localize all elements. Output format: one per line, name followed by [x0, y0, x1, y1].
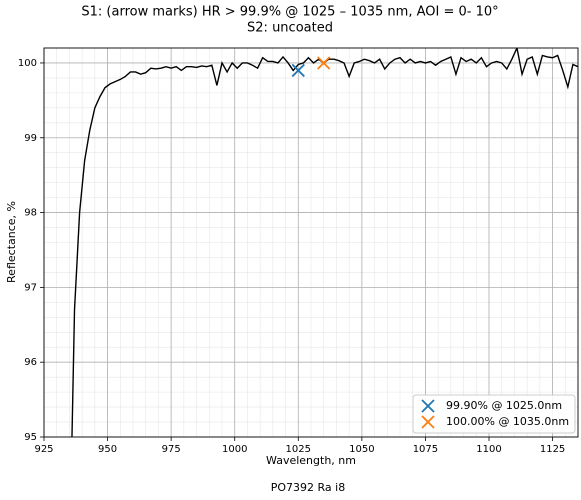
legend-marker: [421, 415, 435, 429]
legend-label: 100.00% @ 1035.0nm: [446, 415, 569, 428]
x-tick-label: 1050: [349, 444, 374, 455]
legend: 99.90% @ 1025.0nm 100.00% @ 1035.0nm: [412, 394, 576, 434]
x-tick-label: 1075: [413, 444, 438, 455]
y-tick-label: 100: [18, 58, 37, 69]
x-marker: [291, 63, 305, 78]
chart-title: S1: (arrow marks) HR > 99.9% @ 1025 – 10…: [81, 5, 498, 20]
y-tick-label: 96: [24, 357, 37, 368]
legend-label: 99.90% @ 1025.0nm: [446, 399, 562, 412]
y-axis-label: Reflectance, %: [5, 201, 18, 283]
plot-area: [71, 48, 578, 437]
x-tick-label: 1025: [286, 444, 311, 455]
x-tick-label: 975: [162, 444, 181, 455]
legend-box: [412, 394, 576, 434]
y-tick-label: 99: [24, 133, 37, 144]
plot-frame: [43, 47, 579, 438]
x-marker: [317, 56, 331, 70]
footer-note: PO7392 Ra i8: [271, 481, 345, 494]
y-tick-label: 95: [24, 432, 37, 443]
x-tick-label: 1100: [476, 444, 501, 455]
x-tick-label: 925: [34, 444, 53, 455]
x-tick-label: 1000: [222, 444, 247, 455]
y-tick-label: 97: [24, 282, 37, 293]
chart-subtitle: S2: uncoated: [247, 21, 333, 36]
legend-marker: [421, 399, 435, 413]
x-tick-label: 1125: [540, 444, 565, 455]
y-tick-label: 98: [24, 208, 37, 219]
x-axis-label: Wavelength, nm: [266, 454, 356, 467]
x-tick-label: 950: [98, 444, 117, 455]
